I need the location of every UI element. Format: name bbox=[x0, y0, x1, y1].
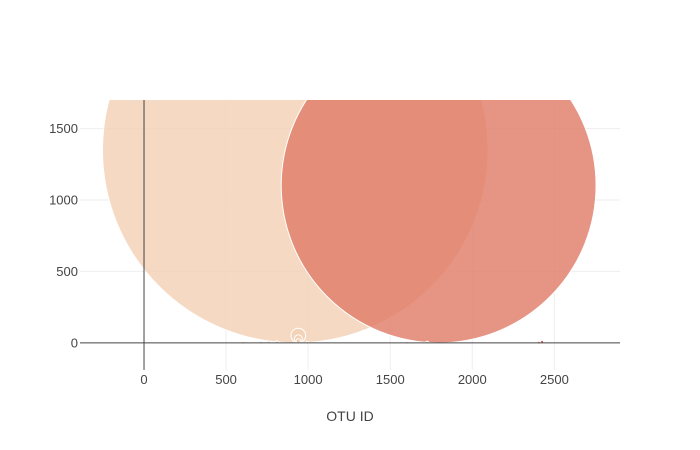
x-tick-label: 500 bbox=[215, 372, 237, 387]
bubbles bbox=[102, 28, 597, 345]
bubble[interactable] bbox=[295, 338, 301, 344]
y-tick-label: 1000 bbox=[49, 193, 78, 208]
x-tick-label: 1000 bbox=[294, 372, 323, 387]
zero-lines bbox=[80, 100, 620, 370]
x-tick-label: 1500 bbox=[376, 372, 405, 387]
bubble[interactable] bbox=[280, 28, 597, 344]
tick-labels: 0 500 1000 1500 2000 2500 0 500 1000 1500 bbox=[49, 121, 569, 387]
y-tick-label: 1500 bbox=[49, 121, 78, 136]
y-tick-label: 500 bbox=[56, 264, 78, 279]
x-tick-label: 0 bbox=[140, 372, 147, 387]
x-tick-label: 2500 bbox=[540, 372, 569, 387]
x-tick-label: 2000 bbox=[458, 372, 487, 387]
y-tick-label: 0 bbox=[71, 335, 78, 350]
x-axis-title: OTU ID bbox=[326, 408, 373, 424]
